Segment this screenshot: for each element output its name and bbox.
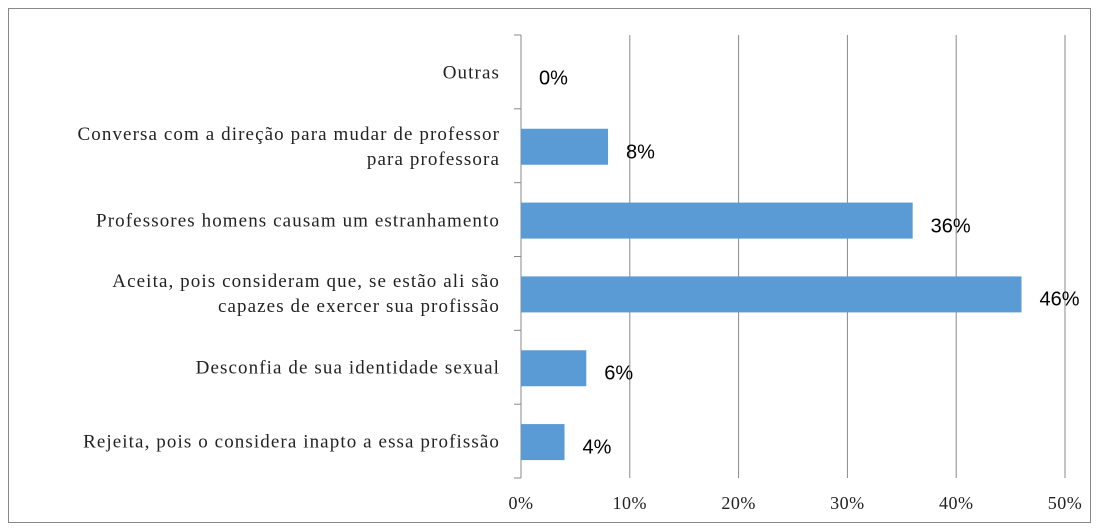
x-tick-label: 0% [508, 493, 534, 513]
data-label: 6% [604, 362, 634, 385]
category-label: Conversa com a direção para mudar de pro… [77, 123, 500, 170]
x-tick-label: 50% [1047, 493, 1083, 513]
x-tick-label: 30% [830, 493, 865, 513]
bar [521, 202, 913, 239]
data-label: 8% [626, 141, 655, 164]
category-label: Desconfia de sua identidade sexual [195, 357, 500, 379]
chart-border [8, 8, 1091, 523]
category-label: Professores homens causam um estranhamen… [96, 210, 500, 232]
x-tick-label: 40% [938, 493, 974, 513]
bar [521, 350, 587, 387]
bar [521, 276, 1022, 313]
x-tick-label: 10% [612, 493, 648, 513]
category-label: Aceita, pois consideram que, se estão al… [112, 271, 500, 318]
category-label: Rejeita, pois o considera inapto a essa … [83, 431, 500, 453]
data-label: 0% [539, 67, 568, 90]
bar [521, 424, 565, 461]
data-label: 36% [930, 215, 971, 238]
data-label: 4% [582, 436, 612, 459]
x-tick-label: 20% [721, 493, 756, 513]
bar [521, 128, 609, 165]
data-label: 46% [1039, 288, 1080, 311]
category-label: Outras [442, 62, 500, 84]
